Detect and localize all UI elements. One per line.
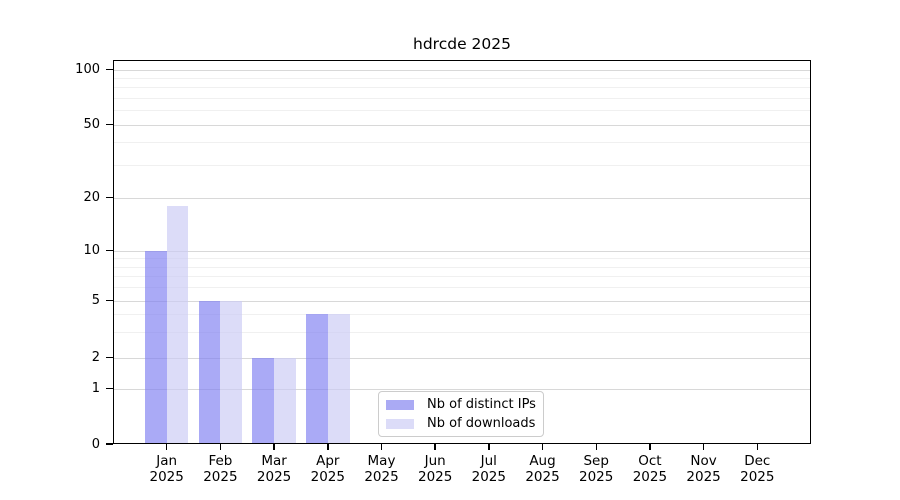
x-axis-tick-label: Sep 2025 — [579, 453, 614, 485]
x-axis-tick-label: Nov 2025 — [686, 453, 721, 485]
legend-swatch-downloads — [386, 418, 414, 429]
gridline-minor — [113, 165, 811, 167]
legend-row-distinct-ips: Nb of distinct IPs — [386, 396, 543, 412]
x-axis-tick — [541, 444, 544, 450]
x-axis-tick — [380, 444, 383, 450]
x-axis-tick-label: Apr 2025 — [310, 453, 345, 485]
gridline-minor — [113, 276, 811, 278]
x-axis-tick — [327, 444, 329, 450]
bar-downloads — [274, 357, 296, 444]
x-axis-tick-label: Aug 2025 — [525, 453, 560, 485]
y-axis-tick-label: 10 — [83, 243, 100, 258]
y-axis-tick — [106, 68, 113, 71]
y-axis-tick — [106, 249, 113, 252]
x-axis-tick — [702, 444, 705, 450]
gridline-minor — [113, 142, 811, 144]
x-axis-tick — [756, 444, 759, 450]
bar-downloads — [220, 300, 243, 444]
gridline-minor — [113, 287, 811, 289]
gridline-major — [113, 300, 811, 302]
y-axis-tick-label: 100 — [75, 62, 100, 77]
legend-row-downloads: Nb of downloads — [386, 415, 543, 431]
bar-downloads — [166, 205, 189, 444]
legend-label-distinct-ips: Nb of distinct IPs — [427, 396, 536, 412]
gridline-minor — [113, 97, 811, 99]
gridline-major — [113, 357, 811, 359]
gridline-minor — [113, 87, 811, 89]
x-axis-tick — [165, 444, 168, 450]
gridline-minor — [113, 266, 811, 268]
x-axis-tick — [488, 444, 490, 450]
gridline-minor — [113, 332, 811, 334]
gridline-minor — [113, 77, 811, 79]
legend-box: Nb of distinct IPs Nb of downloads — [378, 391, 544, 437]
bar-distinct-ips — [198, 300, 221, 444]
y-axis-tick — [106, 387, 113, 390]
y-axis-tick-label: 20 — [83, 190, 100, 205]
x-axis-tick-label: Dec 2025 — [740, 453, 775, 485]
gridline-major — [113, 124, 811, 126]
y-axis-tick — [106, 123, 113, 126]
y-axis-tick — [106, 443, 113, 445]
y-axis-tick — [106, 196, 113, 199]
gridline-minor — [113, 258, 811, 260]
legend-label-downloads: Nb of downloads — [427, 415, 536, 431]
x-axis-tick-label: Jan 2025 — [149, 453, 184, 485]
gridline-minor — [113, 314, 811, 316]
x-axis-tick-label: Mar 2025 — [256, 453, 292, 485]
gridline-major — [113, 69, 811, 71]
gridline-major — [113, 250, 811, 252]
bar-distinct-ips — [306, 314, 328, 444]
x-axis-tick-label: Oct 2025 — [632, 453, 668, 485]
x-axis-tick-label: May 2025 — [364, 453, 399, 485]
legend-swatch-distinct-ips — [386, 399, 414, 410]
plot-area — [113, 60, 811, 444]
y-axis-tick — [106, 356, 113, 359]
x-axis-tick-label: Feb 2025 — [203, 453, 238, 485]
x-axis-tick — [649, 444, 651, 450]
x-axis-tick — [273, 444, 275, 450]
y-axis-tick-label: 0 — [91, 436, 100, 452]
y-axis-tick — [106, 299, 113, 302]
y-axis-tick-label: 2 — [91, 350, 100, 365]
x-axis-tick — [595, 444, 597, 450]
gridline-major — [113, 197, 811, 199]
chart-title: hdrcde 2025 — [413, 35, 511, 53]
x-axis-tick — [219, 444, 222, 450]
x-axis-tick-label: Jul 2025 — [471, 453, 506, 485]
gridline-major — [113, 388, 811, 390]
y-axis-tick-label: 50 — [83, 117, 100, 132]
bar-distinct-ips — [144, 250, 167, 444]
bar-downloads — [327, 314, 350, 444]
gridline-minor — [113, 110, 811, 111]
y-axis-tick-label: 5 — [91, 293, 100, 308]
bar-distinct-ips — [252, 357, 275, 444]
x-axis-tick-label: Jun 2025 — [418, 453, 453, 485]
y-axis-tick-label: 1 — [91, 381, 100, 396]
x-axis-tick — [434, 444, 436, 450]
